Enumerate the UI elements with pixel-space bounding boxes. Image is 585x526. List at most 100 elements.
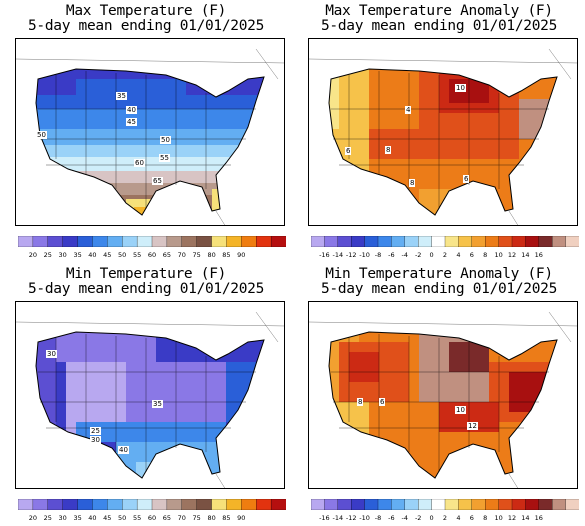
colorbar-tick-label: 10 bbox=[494, 514, 503, 522]
colorbar-swatch bbox=[92, 236, 108, 247]
max-temp-colorbar-ticks: 20 25 30 35 40 45 50 55 60 65 70 75 80 85 90 bbox=[18, 251, 286, 261]
max-temp-panel: Max Temperature (F) 5-day mean ending 01… bbox=[0, 0, 292, 263]
colorbar-tick-label: -4 bbox=[401, 251, 409, 259]
colorbar-tick-label: 75 bbox=[192, 514, 201, 522]
colorbar-swatch bbox=[391, 236, 406, 247]
colorbar-tick-label: 6 bbox=[469, 514, 474, 522]
colorbar-tick-label: 30 bbox=[58, 514, 67, 522]
colorbar-tick-label: 4 bbox=[456, 251, 461, 259]
colorbar-tick-label: -10 bbox=[359, 514, 370, 522]
panel-title-line2: 5-day mean ending 01/01/2025 bbox=[27, 18, 265, 34]
colorbar-tick-label: 10 bbox=[494, 251, 503, 259]
colorbar-tick-label: 85 bbox=[222, 251, 231, 259]
contour-label: 35 bbox=[116, 92, 127, 100]
colorbar-swatch bbox=[364, 236, 379, 247]
contour-label: 8 bbox=[385, 146, 392, 154]
colorbar-tick-label: 0 bbox=[429, 251, 434, 259]
colorbar-tick-label: 25 bbox=[43, 514, 52, 522]
panel-title-line2: 5-day mean ending 01/01/2025 bbox=[320, 281, 558, 297]
colorbar-swatch bbox=[166, 499, 183, 510]
colorbar-tick-label: 20 bbox=[28, 514, 38, 522]
colorbar-tick-label: 12 bbox=[507, 514, 517, 522]
colorbar-tick-label: 50 bbox=[118, 514, 127, 522]
colorbar-swatch bbox=[270, 236, 286, 247]
colorbar-tick-label: 55 bbox=[132, 251, 142, 259]
max-temp-anomaly-panel: Max Temperature Anomaly (F) 5-day mean e… bbox=[293, 0, 585, 263]
colorbar-swatch bbox=[47, 236, 64, 247]
colorbar-tick-label: 2 bbox=[442, 251, 448, 259]
contour-label: 50 bbox=[36, 131, 47, 139]
colorbar-swatch bbox=[196, 499, 213, 510]
colorbar-tick-label: 14 bbox=[521, 514, 530, 522]
colorbar-swatch bbox=[404, 499, 419, 510]
colorbar-tick-label: 70 bbox=[177, 514, 186, 522]
colorbar-swatch bbox=[151, 499, 168, 510]
colorbar-tick-label: -2 bbox=[414, 251, 422, 259]
colorbar-tick-label: 12 bbox=[507, 251, 517, 259]
colorbar-swatch bbox=[62, 236, 79, 247]
colorbar-swatch bbox=[181, 236, 198, 247]
colorbar-tick-label: 90 bbox=[237, 251, 246, 259]
colorbar-swatch bbox=[418, 499, 433, 510]
colorbar-tick-label: 30 bbox=[58, 251, 67, 259]
colorbar-tick-label: 16 bbox=[534, 514, 543, 522]
contour-label: 40 bbox=[118, 446, 129, 454]
colorbar-swatch bbox=[565, 236, 579, 247]
colorbar-swatch bbox=[92, 499, 108, 510]
colorbar-swatch bbox=[166, 236, 183, 247]
colorbar-swatch bbox=[270, 499, 286, 510]
colorbar-tick-label: -16 bbox=[319, 514, 330, 522]
colorbar-swatch bbox=[431, 236, 446, 247]
min-temp-anomaly-map: 8 6 10 12 bbox=[308, 301, 578, 489]
colorbar-swatch bbox=[471, 236, 486, 247]
contour-label: 30 bbox=[46, 350, 57, 358]
min-temp-colorbar bbox=[18, 499, 286, 510]
colorbar-tick-label: 4 bbox=[456, 514, 461, 522]
colorbar-swatch bbox=[418, 236, 433, 247]
colorbar-swatch bbox=[498, 236, 513, 247]
colorbar-swatch bbox=[538, 236, 553, 247]
colorbar-tick-label: 65 bbox=[162, 251, 172, 259]
colorbar-tick-label: -14 bbox=[332, 251, 344, 259]
contour-label: 60 bbox=[134, 159, 145, 167]
colorbar-tick-label: 45 bbox=[103, 251, 112, 259]
colorbar-tick-label: 40 bbox=[88, 251, 97, 259]
colorbar-swatch bbox=[256, 236, 272, 247]
colorbar-swatch bbox=[256, 499, 272, 510]
contour-label: 35 bbox=[152, 400, 163, 408]
colorbar-swatch bbox=[458, 499, 473, 510]
colorbar-tick-label: -8 bbox=[374, 514, 382, 522]
colorbar-swatch bbox=[485, 499, 500, 510]
contour-label: 45 bbox=[126, 118, 137, 126]
min-temp-map: 30 35 25 30 40 bbox=[15, 301, 285, 489]
colorbar-tick-label: 60 bbox=[147, 251, 157, 259]
colorbar-tick-label: -16 bbox=[319, 251, 330, 259]
colorbar-swatch bbox=[337, 499, 352, 510]
panel-title-line2: 5-day mean ending 01/01/2025 bbox=[27, 281, 265, 297]
colorbar-tick-label: 85 bbox=[222, 514, 231, 522]
max-temp-anomaly-colorbar-ticks: -16 -14 -12 -10 -8 -6 -4 -2 0 2 4 6 8 10 12 14 16 bbox=[311, 251, 579, 261]
colorbar-tick-label: 55 bbox=[132, 514, 142, 522]
colorbar-swatch bbox=[525, 499, 540, 510]
colorbar-swatch bbox=[107, 236, 123, 247]
colorbar-swatch bbox=[525, 236, 540, 247]
colorbar-tick-label: 70 bbox=[177, 251, 186, 259]
contour-label: 25 bbox=[90, 427, 101, 435]
colorbar-tick-label: 6 bbox=[469, 251, 474, 259]
min-temp-anomaly-colorbar bbox=[311, 499, 579, 510]
colorbar-swatch bbox=[511, 236, 526, 247]
contour-label: 6 bbox=[463, 175, 470, 183]
colorbar-tick-label: 35 bbox=[73, 514, 82, 522]
colorbar-tick-label: 75 bbox=[192, 251, 201, 259]
colorbar-tick-label: 8 bbox=[483, 514, 488, 522]
colorbar-swatch bbox=[311, 236, 325, 247]
colorbar-swatch bbox=[511, 499, 526, 510]
colorbar-swatch bbox=[196, 236, 213, 247]
colorbar-swatch bbox=[351, 499, 366, 510]
colorbar-swatch bbox=[552, 499, 567, 510]
colorbar-tick-label: -4 bbox=[401, 514, 409, 522]
colorbar-swatch bbox=[18, 499, 34, 510]
colorbar-swatch bbox=[471, 499, 486, 510]
colorbar-swatch bbox=[226, 236, 242, 247]
colorbar-swatch bbox=[47, 499, 64, 510]
